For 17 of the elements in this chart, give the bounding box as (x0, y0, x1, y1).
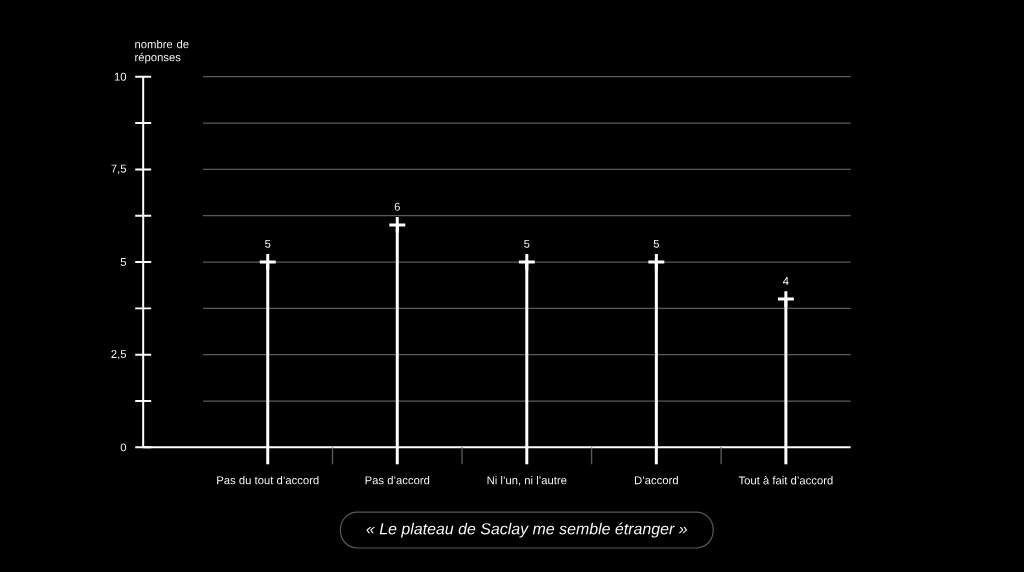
x-tick-label: Pas du tout d’accord (217, 476, 319, 485)
y-tick-label: 2,5 (111, 350, 127, 360)
y-tick-label: 10 (114, 72, 127, 81)
y-axis-title: nombre de réponses (135, 39, 189, 64)
data-label: 5 (653, 239, 660, 248)
data-label: 5 (265, 239, 271, 248)
x-tick-label: Ni l’un, ni l’autre (487, 476, 567, 486)
x-tick-label: Tout à fait d’accord (738, 476, 833, 485)
y-tick-label: 7,5 (111, 164, 127, 175)
y-tick-label: 0 (120, 443, 127, 452)
text: « Le plateau de Saclay me semble étranger » (366, 522, 687, 538)
x-tick-label: D’accord (634, 476, 678, 485)
data-label: 5 (524, 239, 530, 248)
x-tick-label: Pas d’accord (365, 476, 430, 485)
data-label: 6 (394, 202, 400, 211)
data-label: 4 (782, 277, 789, 285)
y-tick-label: 5 (120, 258, 127, 267)
